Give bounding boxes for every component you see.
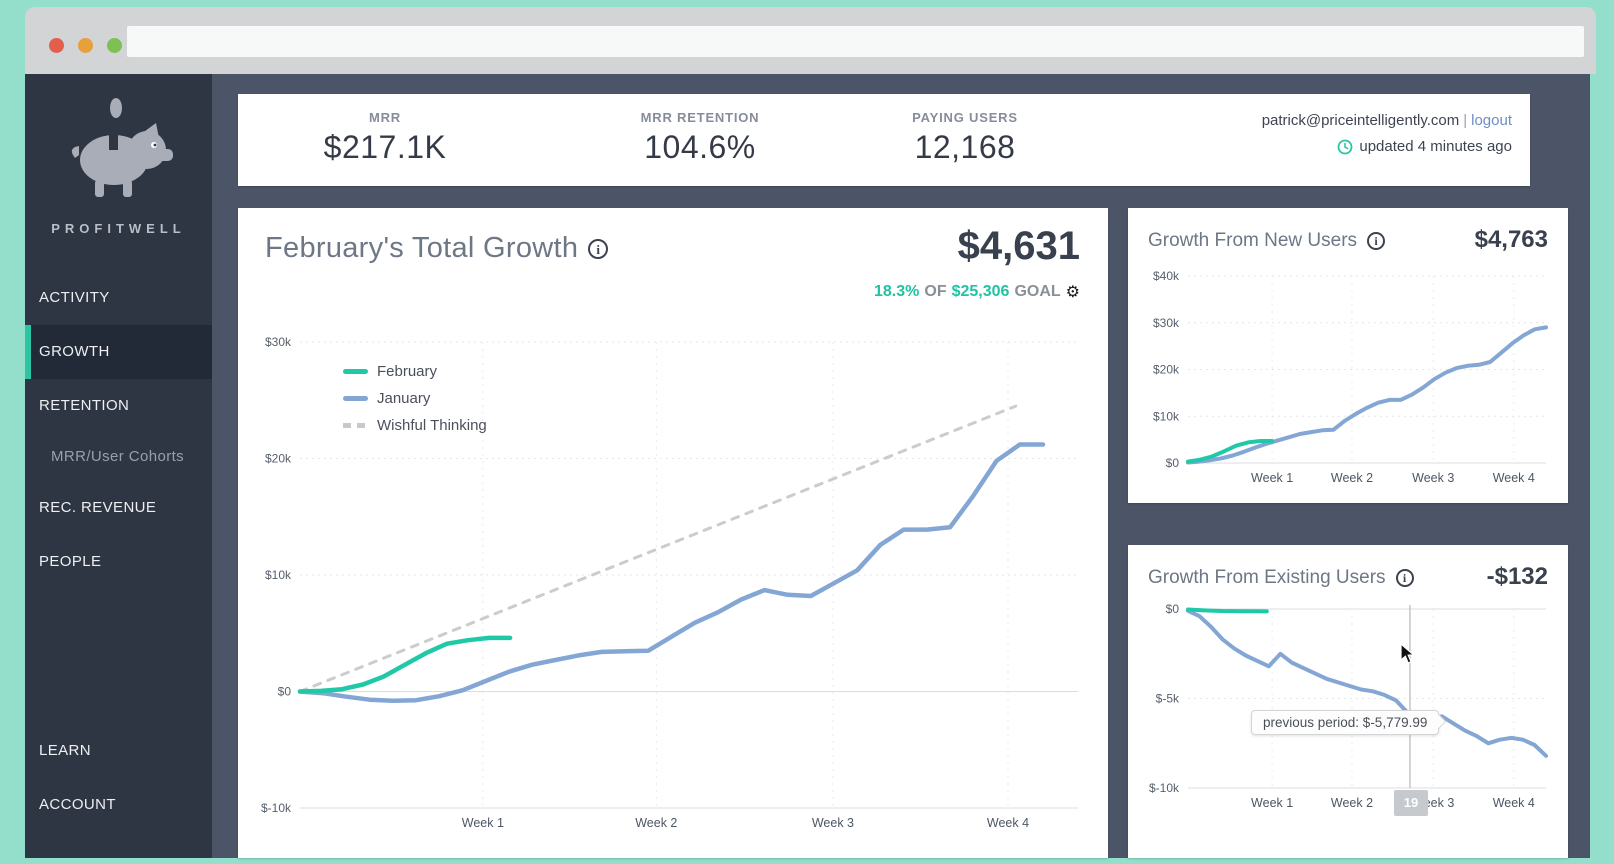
piggy-bank-icon: [71, 98, 173, 197]
svg-text:$10k: $10k: [265, 568, 292, 582]
svg-text:$0: $0: [1166, 456, 1180, 470]
svg-text:$20k: $20k: [1153, 363, 1180, 377]
browser-chrome: [25, 7, 1596, 74]
hover-tooltip: previous period: $-5,779.99: [1251, 710, 1440, 735]
info-icon[interactable]: i: [1367, 232, 1386, 250]
svg-text:Week 2: Week 2: [1331, 471, 1373, 485]
svg-text:$0: $0: [278, 685, 292, 699]
svg-text:$-5k: $-5k: [1156, 692, 1180, 706]
sidebar-item-retention[interactable]: RETENTION: [39, 397, 130, 414]
svg-text:$20k: $20k: [265, 452, 292, 466]
total-growth-title-row: February's Total Growth i: [265, 232, 609, 265]
clock-icon: [1337, 139, 1353, 154]
goal-of-label: OF: [924, 283, 947, 300]
existing-users-value: -$132: [1486, 563, 1548, 590]
svg-text:$-10k: $-10k: [261, 801, 292, 815]
svg-text:Week 1: Week 1: [1251, 796, 1293, 810]
new-users-value: $4,763: [1474, 226, 1548, 253]
svg-text:Week 4: Week 4: [987, 816, 1029, 830]
svg-text:Week 2: Week 2: [1331, 796, 1373, 810]
sidebar-item-people[interactable]: PEOPLE: [39, 553, 102, 570]
chart-legend: February January Wishful Thinking: [343, 358, 487, 439]
gear-icon[interactable]: ⚙: [1065, 284, 1080, 301]
stat-paying-users: PAYING USERS 12,168: [912, 110, 1018, 166]
svg-text:Week 1: Week 1: [462, 816, 504, 830]
total-growth-card: February's Total Growth i $4,631 18.3% O…: [238, 208, 1108, 858]
total-growth-value: $4,631: [957, 224, 1080, 268]
sidebar-menu: ACTIVITY GROWTH RETENTION MRR/User Cohor…: [25, 271, 212, 589]
existing-users-title: Growth From Existing Users: [1148, 567, 1386, 588]
january-swatch: [343, 396, 368, 401]
mouse-cursor-icon: [1400, 642, 1417, 670]
info-icon[interactable]: i: [588, 238, 609, 259]
svg-text:$30k: $30k: [265, 335, 292, 349]
sidebar-item-rec-revenue[interactable]: REC. REVENUE: [39, 499, 157, 516]
legend-item-january[interactable]: January: [343, 385, 487, 412]
sidebar-item-learn[interactable]: LEARN: [39, 742, 92, 759]
updated-text: updated 4 minutes ago: [1359, 138, 1512, 155]
stat-mrr: MRR $217.1K: [324, 110, 447, 166]
new-users-title-row: Growth From New Users i: [1148, 230, 1386, 252]
legend-item-wishful-thinking[interactable]: Wishful Thinking: [343, 412, 487, 439]
goal-amount: $25,306: [951, 283, 1010, 300]
stat-mrr-retention-label: MRR RETENTION: [640, 110, 760, 125]
svg-text:$40k: $40k: [1153, 269, 1180, 283]
stat-mrr-retention: MRR RETENTION 104.6%: [641, 110, 760, 166]
svg-text:$0: $0: [1166, 602, 1180, 616]
sidebar-item-mrr-user-cohorts[interactable]: MRR/User Cohorts: [51, 448, 185, 465]
stat-mrr-retention-value: 104.6%: [644, 129, 756, 165]
header-stats-card: MRR $217.1K MRR RETENTION 104.6% PAYING …: [238, 94, 1530, 186]
svg-text:Week 4: Week 4: [1493, 796, 1535, 810]
address-bar[interactable]: [127, 26, 1584, 57]
sidebar-item-activity[interactable]: ACTIVITY: [39, 289, 110, 306]
sidebar-item-growth[interactable]: GROWTH: [25, 325, 212, 379]
new-users-card: Growth From New Users i $4,763 $40k $30k $…: [1128, 208, 1568, 503]
sidebar-item-account[interactable]: ACCOUNT: [39, 796, 116, 813]
sidebar: PROFITWELL ACTIVITY GROWTH RETENTION MRR…: [25, 74, 212, 858]
new-users-chart[interactable]: $40k $30k $20k $10k $0 Week 1 Week 2 Week 3 Week…: [1140, 264, 1556, 495]
total-growth-title: February's Total Growth: [265, 232, 579, 264]
february-swatch: [343, 369, 368, 374]
brand-name: PROFITWELL: [51, 221, 186, 236]
svg-text:Week 2: Week 2: [635, 816, 677, 830]
existing-users-card: Growth From Existing Users i -$132 $0 $-5…: [1128, 545, 1568, 858]
goal-percent: 18.3%: [874, 283, 920, 300]
svg-text:Week 3: Week 3: [812, 816, 854, 830]
logout-link[interactable]: logout: [1471, 112, 1512, 129]
logo[interactable]: PROFITWELL: [25, 90, 212, 236]
total-growth-chart[interactable]: $30k $20k $10k $0 $-10k Week 1 Week 2 Week 3 Wee…: [250, 328, 1096, 848]
goal-label: GOAL: [1014, 283, 1061, 300]
wishful-thinking-swatch: [343, 423, 368, 428]
user-email: patrick@priceintelligently.com: [1261, 112, 1460, 129]
crosshair-day-badge: 19: [1394, 790, 1428, 816]
separator: |: [1463, 112, 1468, 129]
svg-text:Week 3: Week 3: [1412, 471, 1454, 485]
existing-users-chart[interactable]: $0 $-5k $-10k Week 1 Week 2 Week 3 Week 4: [1140, 601, 1556, 818]
svg-text:$-10k: $-10k: [1149, 781, 1180, 795]
stat-mrr-value: $217.1K: [323, 129, 447, 165]
window-zoom-button[interactable]: [107, 38, 122, 53]
legend-item-february[interactable]: February: [343, 358, 487, 385]
stat-mrr-label: MRR: [368, 110, 401, 125]
window-minimize-button[interactable]: [78, 38, 93, 53]
svg-text:$30k: $30k: [1153, 316, 1180, 330]
goal-row: 18.3% OF $25,306 GOAL ⚙: [874, 282, 1080, 302]
sidebar-footer-menu: LEARN ACCOUNT: [25, 724, 212, 832]
stat-paying-users-value: 12,168: [914, 129, 1016, 165]
info-icon[interactable]: i: [1395, 569, 1414, 587]
svg-text:$10k: $10k: [1153, 409, 1180, 423]
app-content: PROFITWELL ACTIVITY GROWTH RETENTION MRR…: [25, 74, 1590, 858]
existing-users-title-row: Growth From Existing Users i: [1148, 567, 1414, 589]
svg-text:Week 4: Week 4: [1493, 471, 1535, 485]
new-users-title: Growth From New Users: [1148, 230, 1358, 251]
svg-text:Week 1: Week 1: [1251, 471, 1293, 485]
stat-paying-users-label: PAYING USERS: [912, 110, 1018, 125]
account-info: patrick@priceintelligently.com | logout up…: [1262, 112, 1512, 155]
window-close-button[interactable]: [49, 38, 64, 53]
